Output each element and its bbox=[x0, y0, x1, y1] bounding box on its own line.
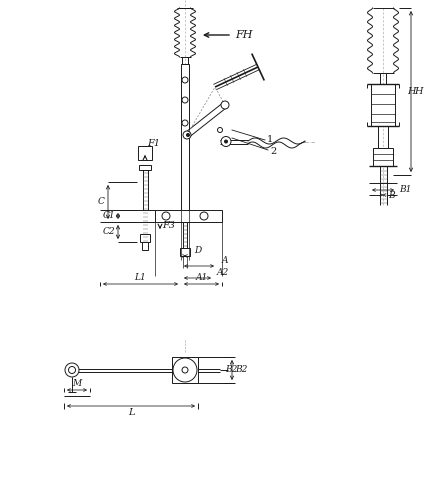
Text: B: B bbox=[388, 190, 395, 200]
Text: A2: A2 bbox=[217, 268, 229, 277]
Circle shape bbox=[173, 358, 197, 382]
Text: FH: FH bbox=[235, 30, 253, 40]
Text: L1: L1 bbox=[135, 273, 146, 282]
Bar bbox=[371, 84, 395, 126]
Circle shape bbox=[218, 128, 222, 132]
Bar bbox=[181, 64, 189, 210]
Circle shape bbox=[182, 367, 188, 373]
Text: C1: C1 bbox=[102, 212, 115, 220]
Text: A: A bbox=[222, 256, 229, 265]
Bar bbox=[142, 242, 148, 250]
Circle shape bbox=[183, 131, 191, 139]
Text: C: C bbox=[98, 198, 105, 206]
Text: 1: 1 bbox=[267, 136, 273, 144]
Bar bbox=[155, 210, 222, 222]
Text: H: H bbox=[414, 87, 423, 96]
Circle shape bbox=[225, 140, 228, 143]
Bar bbox=[172, 357, 198, 383]
Text: L: L bbox=[128, 408, 134, 417]
Circle shape bbox=[221, 101, 229, 109]
Bar bbox=[373, 148, 393, 166]
Bar bbox=[140, 234, 150, 242]
Bar bbox=[183, 222, 187, 248]
Bar bbox=[138, 146, 152, 160]
Circle shape bbox=[65, 363, 79, 377]
Text: C2: C2 bbox=[102, 228, 115, 236]
Text: B2: B2 bbox=[235, 366, 247, 374]
Bar bbox=[139, 165, 151, 170]
Text: B1: B1 bbox=[399, 186, 411, 194]
Circle shape bbox=[187, 134, 190, 136]
Text: F3: F3 bbox=[162, 222, 175, 230]
Text: F1: F1 bbox=[147, 139, 160, 148]
Text: A1: A1 bbox=[195, 273, 208, 282]
Bar bbox=[180, 248, 190, 256]
Text: 2: 2 bbox=[270, 146, 276, 156]
Text: H: H bbox=[407, 87, 416, 96]
Text: D: D bbox=[194, 246, 201, 255]
Circle shape bbox=[69, 366, 76, 374]
Circle shape bbox=[221, 136, 231, 146]
Text: M: M bbox=[73, 379, 82, 388]
Text: B2: B2 bbox=[225, 366, 238, 374]
